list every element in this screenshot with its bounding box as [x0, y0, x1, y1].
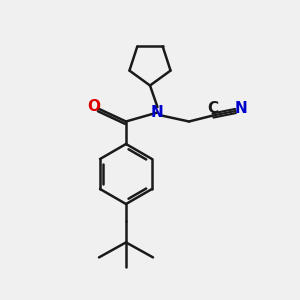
- Text: N: N: [151, 105, 164, 120]
- Text: O: O: [87, 99, 100, 114]
- Text: C: C: [207, 101, 219, 116]
- Text: N: N: [235, 101, 248, 116]
